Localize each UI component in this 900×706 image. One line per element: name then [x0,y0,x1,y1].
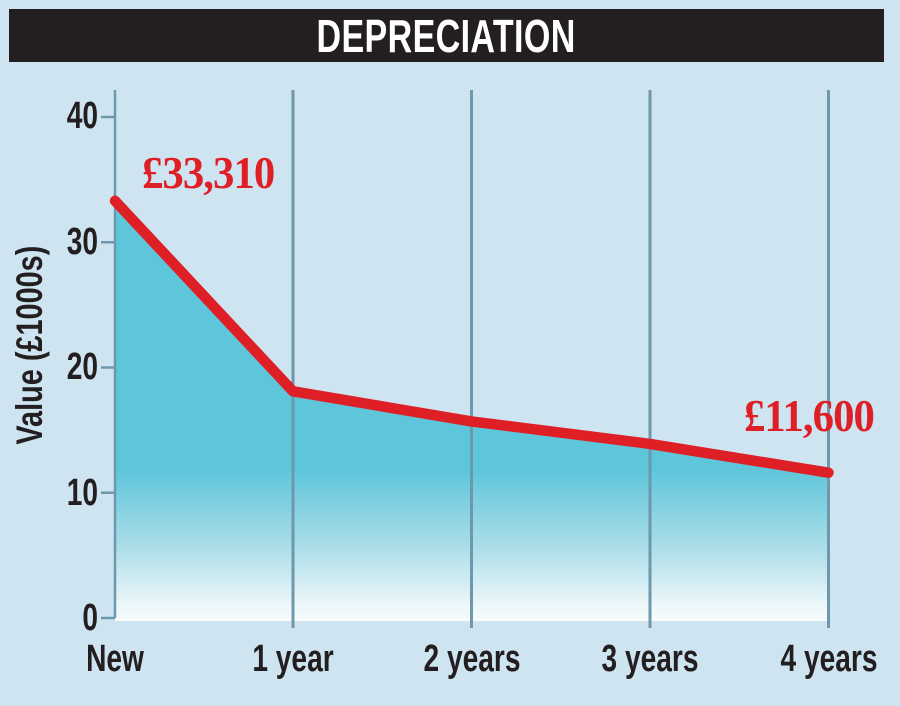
x-label-1-year: 1 year [252,638,334,680]
x-label-new: New [86,638,144,680]
x-label-4-years: 4 years [780,638,878,680]
y-tick-label-40: 40 [66,95,98,137]
x-label-2-years: 2 years [423,638,521,680]
annotation-new-value: £33,310 [142,148,275,198]
chart-title: DEPRECIATION [316,9,577,62]
x-label-3-years: 3 years [601,638,699,680]
y-tick-label-30: 30 [66,221,98,263]
annotation-4-year-value: £11,600 [744,391,875,441]
depreciation-value-line [109,195,834,478]
y-tick-label-10: 10 [66,472,98,514]
title-bar: DEPRECIATION [9,9,884,62]
y-axis-ticks [101,115,115,620]
y-tick-label-0: 0 [82,597,98,639]
y-tick-label-20: 20 [66,346,98,388]
gridlines [291,90,830,628]
